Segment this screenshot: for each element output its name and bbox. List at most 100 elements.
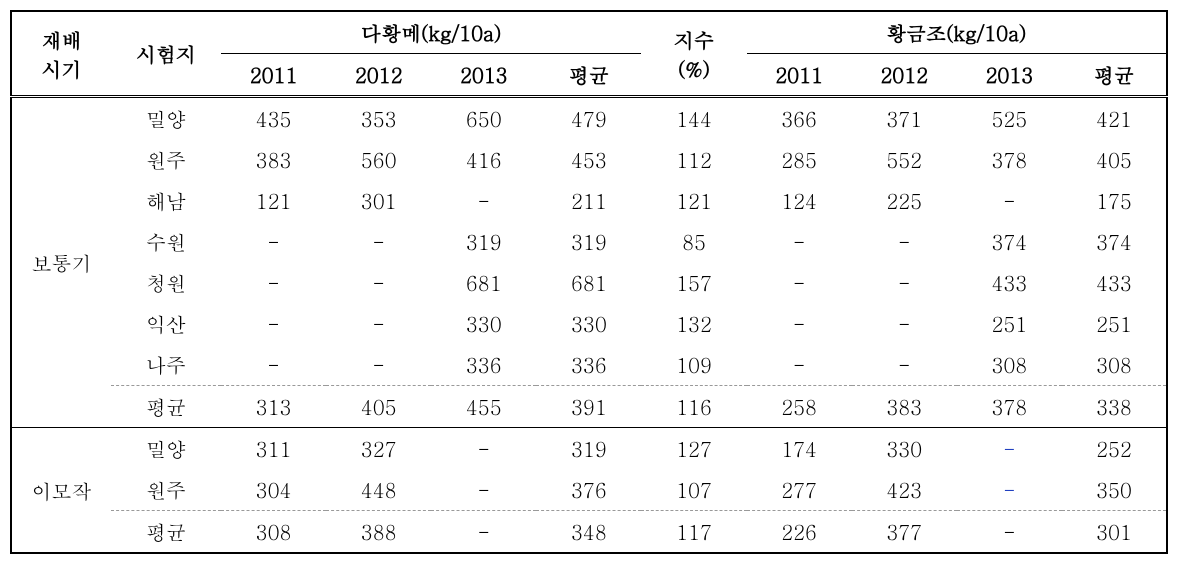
header-text: 재배 xyxy=(42,25,82,54)
data-cell: 313 xyxy=(221,386,326,428)
data-cell: 650 xyxy=(431,97,536,140)
data-cell: 348 xyxy=(536,511,641,554)
data-cell: 124 xyxy=(747,180,852,221)
data-cell: - xyxy=(431,180,536,221)
header-year: 2013 xyxy=(431,54,536,97)
data-cell: 377 xyxy=(852,511,957,554)
data-cell: 나주 xyxy=(111,344,221,386)
table-row: 원주383560416453112285552378405 xyxy=(11,139,1167,180)
header-year: 2012 xyxy=(852,54,957,97)
header-avg: 평균 xyxy=(1062,54,1167,97)
data-cell: 338 xyxy=(1062,386,1167,428)
header-year: 2012 xyxy=(326,54,431,97)
data-cell: 252 xyxy=(1062,428,1167,470)
data-cell: - xyxy=(326,221,431,262)
header-text: (%) xyxy=(678,54,710,83)
data-cell: 374 xyxy=(957,221,1062,262)
data-cell: 681 xyxy=(431,262,536,303)
group-label: 보통기 xyxy=(11,97,111,428)
data-cell: 366 xyxy=(747,97,852,140)
data-cell: 144 xyxy=(641,97,746,140)
data-cell: 308 xyxy=(957,344,1062,386)
data-cell: 132 xyxy=(641,303,746,344)
data-cell: - xyxy=(747,221,852,262)
data-cell: - xyxy=(852,303,957,344)
data-cell: 376 xyxy=(536,469,641,511)
data-cell: 익산 xyxy=(111,303,221,344)
data-cell: 336 xyxy=(431,344,536,386)
data-cell: 552 xyxy=(852,139,957,180)
data-cell: 435 xyxy=(221,97,326,140)
yield-comparison-table: 재배 시기 시험지 다황메(kg/10a) 지수 (%) 황금조(kg/10a)… xyxy=(10,10,1168,554)
data-cell: 117 xyxy=(641,511,746,554)
header-year: 2011 xyxy=(221,54,326,97)
table-row: 이모작밀양311327-319127174330-252 xyxy=(11,428,1167,470)
data-cell: 평균 xyxy=(111,511,221,554)
data-cell: 121 xyxy=(641,180,746,221)
data-cell: - xyxy=(747,262,852,303)
data-cell: 433 xyxy=(1062,262,1167,303)
data-cell: 391 xyxy=(536,386,641,428)
data-cell: 107 xyxy=(641,469,746,511)
table-row: 원주304448-376107277423-350 xyxy=(11,469,1167,511)
data-cell: 416 xyxy=(431,139,536,180)
data-cell: - xyxy=(957,180,1062,221)
table-row-avg: 평균313405455391116258383378338 xyxy=(11,386,1167,428)
data-cell: 455 xyxy=(431,386,536,428)
table-row: 나주--336336109--308308 xyxy=(11,344,1167,386)
data-cell: - xyxy=(326,303,431,344)
data-cell: - xyxy=(957,511,1062,554)
data-cell: 353 xyxy=(326,97,431,140)
data-cell: - xyxy=(747,303,852,344)
data-cell: 327 xyxy=(326,428,431,470)
data-cell: 밀양 xyxy=(111,97,221,140)
data-cell: - xyxy=(957,428,1062,470)
data-cell: 211 xyxy=(536,180,641,221)
data-cell: 304 xyxy=(221,469,326,511)
data-cell: 225 xyxy=(852,180,957,221)
data-cell: 319 xyxy=(536,221,641,262)
header-year: 2013 xyxy=(957,54,1062,97)
data-cell: 308 xyxy=(221,511,326,554)
data-cell: 448 xyxy=(326,469,431,511)
data-cell: 319 xyxy=(431,221,536,262)
data-cell: 350 xyxy=(1062,469,1167,511)
data-cell: - xyxy=(221,262,326,303)
data-cell: - xyxy=(221,303,326,344)
data-cell: 청원 xyxy=(111,262,221,303)
data-cell: 421 xyxy=(1062,97,1167,140)
table-header: 재배 시기 시험지 다황메(kg/10a) 지수 (%) 황금조(kg/10a)… xyxy=(11,11,1167,97)
data-cell: - xyxy=(852,262,957,303)
header-group-dahwangme: 다황메(kg/10a) xyxy=(221,11,641,54)
data-cell: 330 xyxy=(431,303,536,344)
data-cell: 405 xyxy=(1062,139,1167,180)
data-cell: 453 xyxy=(536,139,641,180)
table-row: 청원--681681157--433433 xyxy=(11,262,1167,303)
data-cell: 116 xyxy=(641,386,746,428)
data-cell: 301 xyxy=(1062,511,1167,554)
header-index: 지수 (%) xyxy=(641,11,746,97)
data-cell: - xyxy=(326,344,431,386)
data-cell: 277 xyxy=(747,469,852,511)
data-cell: 336 xyxy=(536,344,641,386)
data-cell: 308 xyxy=(1062,344,1167,386)
data-cell: - xyxy=(221,221,326,262)
data-cell: 378 xyxy=(957,386,1062,428)
data-cell: 174 xyxy=(747,428,852,470)
data-cell: 121 xyxy=(221,180,326,221)
data-cell: 원주 xyxy=(111,139,221,180)
table-row: 익산--330330132--251251 xyxy=(11,303,1167,344)
data-cell: 330 xyxy=(536,303,641,344)
data-cell: - xyxy=(431,469,536,511)
table-row-avg: 평균308388-348117226377-301 xyxy=(11,511,1167,554)
data-cell: - xyxy=(747,344,852,386)
header-text: 시기 xyxy=(42,54,82,83)
table-row: 수원--31931985--374374 xyxy=(11,221,1167,262)
data-cell: 423 xyxy=(852,469,957,511)
header-group-hwanggeumjo: 황금조(kg/10a) xyxy=(747,11,1167,54)
data-cell: 109 xyxy=(641,344,746,386)
data-cell: 383 xyxy=(221,139,326,180)
table-row: 보통기밀양435353650479144366371525421 xyxy=(11,97,1167,140)
data-cell: 374 xyxy=(1062,221,1167,262)
data-cell: 175 xyxy=(1062,180,1167,221)
